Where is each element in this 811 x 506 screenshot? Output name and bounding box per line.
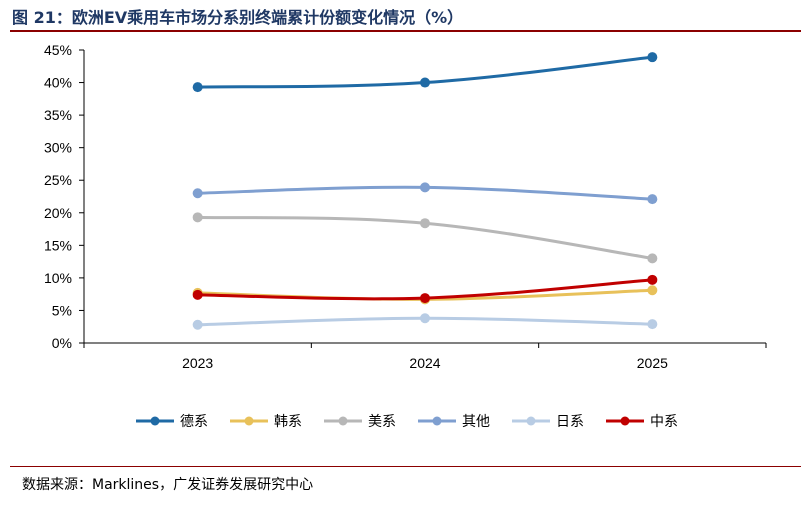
y-tick-label: 5% [52, 302, 72, 318]
chart-title: 图 21：欧洲EV乘用车市场分系别终端累计份额变化情况（%） [12, 8, 464, 27]
data-point-韩系 [647, 285, 658, 296]
data-point-日系 [420, 313, 430, 324]
data-point-美系 [647, 253, 658, 264]
data-point-德系 [192, 82, 203, 93]
legend-label-美系: 美系 [368, 414, 396, 430]
legend-label-德系: 德系 [180, 414, 208, 430]
legend-label-日系: 日系 [556, 414, 584, 430]
data-point-德系 [420, 77, 430, 88]
data-point-其他 [647, 194, 658, 205]
legend-marker-中系 [620, 416, 630, 426]
data-point-美系 [420, 218, 430, 229]
x-tick-label: 2025 [637, 355, 668, 371]
x-tick-label: 2024 [409, 355, 440, 371]
legend-marker-日系 [526, 416, 536, 426]
data-point-其他 [420, 182, 430, 193]
data-point-日系 [647, 319, 658, 330]
legend-marker-其他 [432, 416, 442, 426]
data-point-中系 [647, 274, 658, 285]
y-tick-label: 35% [44, 107, 72, 123]
y-tick-label: 40% [44, 75, 72, 91]
y-tick-label: 30% [44, 140, 72, 156]
x-tick-label: 2023 [182, 355, 213, 371]
y-tick-label: 0% [52, 335, 72, 351]
y-tick-label: 25% [44, 172, 72, 188]
legend-marker-德系 [150, 416, 160, 426]
data-point-中系 [420, 293, 430, 304]
title-divider [10, 30, 801, 32]
y-tick-label: 45% [44, 42, 72, 58]
data-point-美系 [192, 212, 203, 223]
source-note: 数据来源：Marklines，广发证券发展研究中心 [22, 477, 314, 493]
data-point-日系 [192, 319, 203, 330]
legend-marker-美系 [338, 416, 348, 426]
y-tick-label: 15% [44, 237, 72, 253]
data-point-中系 [192, 289, 203, 300]
legend-label-其他: 其他 [462, 414, 490, 430]
legend-label-中系: 中系 [650, 414, 678, 430]
data-point-德系 [647, 52, 658, 63]
source-divider [10, 466, 801, 467]
legend-label-韩系: 韩系 [274, 414, 302, 430]
legend-marker-韩系 [244, 416, 254, 426]
y-tick-label: 10% [44, 270, 72, 286]
y-tick-label: 20% [44, 205, 72, 221]
data-point-其他 [192, 188, 203, 199]
